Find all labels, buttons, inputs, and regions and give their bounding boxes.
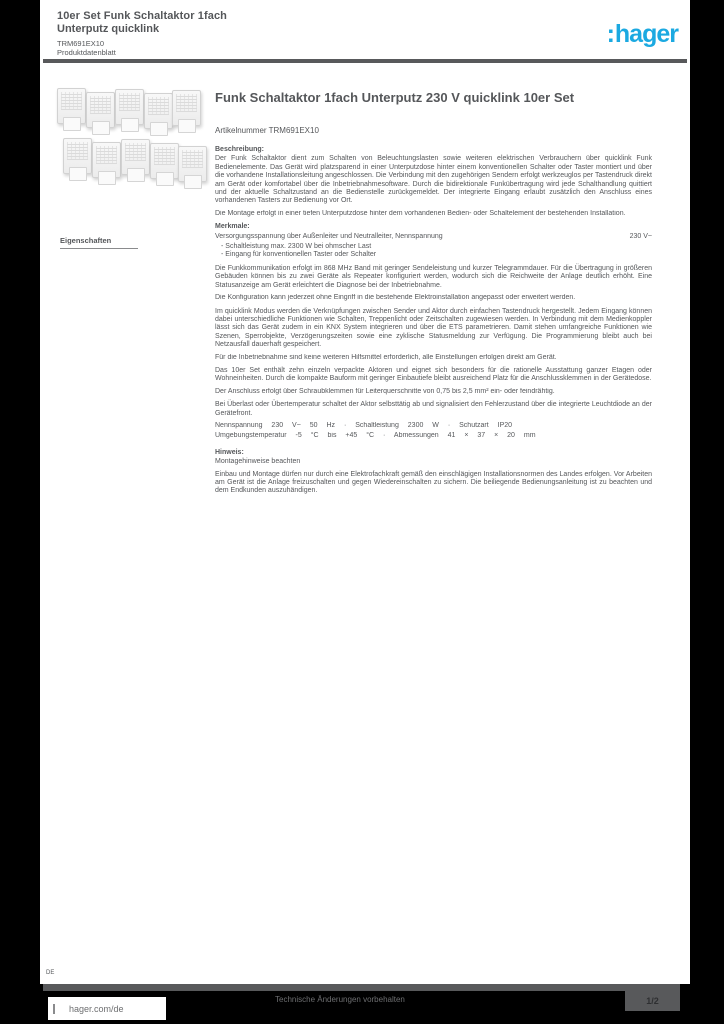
footer-divider-bar [43, 984, 680, 991]
product-photo-module [121, 139, 150, 182]
set-paragraph: Das 10er Set enthält zehn einzeln verpac… [215, 366, 652, 383]
product-photo-module [178, 146, 207, 189]
feature-bullet: - Schaltleistung max. 2300 W bei ohmsche… [221, 243, 372, 251]
feature-bullet: - Eingang für konventionellen Taster ode… [221, 251, 377, 259]
spec-line: Nennspannung 230 V~ 50 Hz · Schaltleistu… [215, 421, 513, 429]
quicklink-paragraph: Im quicklink Modus werden die Verknüpfun… [215, 307, 652, 349]
mounting-line: Die Montage erfolgt in einer tiefen Unte… [215, 209, 626, 217]
product-photo-module [57, 88, 86, 131]
config-line: Die Konfiguration kann jederzeit ohne Ei… [215, 294, 576, 302]
description-column: Beschreibung: Der Funk Schaltaktor dient… [215, 146, 652, 500]
header-product-line2: Unterputz quicklink [57, 23, 160, 35]
product-photo-module [63, 138, 92, 181]
commissioning-line: Für die Inbetriebnahme sind keine weiter… [215, 353, 557, 361]
product-title: Funk Schaltaktor 1fach Unterputz 230 V q… [215, 90, 575, 105]
header-divider [43, 59, 687, 63]
description-label: Beschreibung: [215, 146, 265, 153]
spec-line: Umgebungstemperatur -5 °C bis +45 °C · A… [215, 432, 536, 440]
note-label: Hinweis: [215, 448, 244, 456]
product-photo-module [172, 90, 201, 133]
header-reference: TRM691EX10 [57, 39, 105, 48]
connection-line: Der Anschluss erfolgt über Schraubklemme… [215, 387, 555, 395]
footer-note: Technische Änderungen vorbehalten [275, 995, 405, 1004]
features-label: Merkmale: [215, 223, 250, 231]
feature-row: Versorgungsspannung über Außenleiter und… [215, 233, 652, 241]
feature-bullets: - Schaltleistung max. 2300 W bei ohmsche… [215, 243, 652, 260]
hager-logo: hager [607, 20, 679, 49]
description-paragraph: Der Funk Schaltaktor dient zum Schalten … [215, 155, 652, 205]
page-header: 10er Set Funk Schaltaktor 1fach Unterput… [57, 10, 227, 57]
product-photo-module [92, 142, 121, 185]
protection-paragraph: Bei Überlast oder Übertemperatur schalte… [215, 401, 652, 417]
footer-region-code: DE [46, 970, 55, 976]
website-link[interactable]: hager.com/de [53, 1003, 124, 1014]
article-number-line: Artikelnummer TRM691EX10 [215, 126, 319, 135]
safety-paragraph: Einbau und Montage dürfen nur durch eine… [215, 470, 652, 495]
product-photo-module [144, 93, 173, 136]
product-photo-module [86, 92, 115, 135]
sidebar-section-label: Eigenschaften [60, 236, 138, 249]
page-indicator-badge: 1/2 [625, 990, 680, 1011]
header-product-line1: 10er Set Funk Schaltaktor 1fach [57, 10, 227, 22]
radio-paragraph: Die Funkkommunikation erfolgt im 868 MHz… [215, 264, 652, 289]
note-subline: Montagehinweise beachten [215, 458, 301, 466]
product-photo-module [115, 89, 144, 132]
datasheet-page: 10er Set Funk Schaltaktor 1fach Unterput… [40, 0, 690, 984]
product-image [57, 86, 207, 189]
product-photo-module [150, 143, 179, 186]
footer-website-box: hager.com/de [48, 997, 166, 1020]
header-doc-type: Produktdatenblatt [57, 48, 116, 57]
feature-row-value: 230 V~ [629, 232, 652, 240]
feature-row-label: Versorgungsspannung über Außenleiter und… [215, 232, 443, 240]
